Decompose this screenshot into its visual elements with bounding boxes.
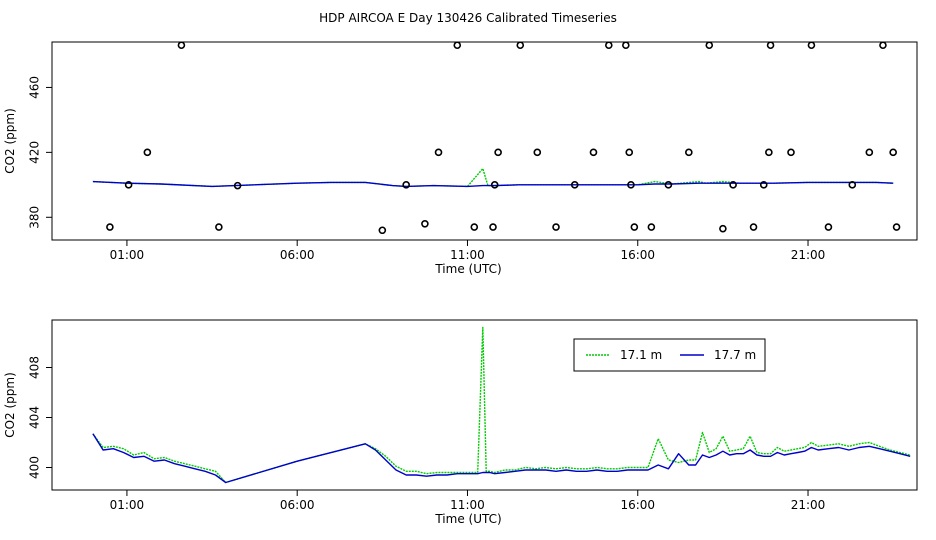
data-point [233,181,242,190]
data-point [879,42,887,50]
data-point [378,226,387,235]
plot-frame [51,319,918,491]
x-tick-label: 01:00 [110,248,145,262]
data-point [625,148,634,157]
data-point [749,223,758,231]
data-point [892,223,901,231]
data-point [177,42,186,50]
data-point [552,223,560,231]
data-point [647,223,656,231]
data-point [516,42,525,50]
data-point [627,181,635,189]
data-point [605,42,613,50]
y-tick-label: 380 [28,206,42,229]
data-point [729,181,737,189]
legend-label: 17.1 m [620,348,662,362]
x-axis-label: Time (UTC) [434,262,501,276]
data-point [719,224,727,233]
y-tick-label: 404 [28,406,42,429]
data-point [143,148,152,157]
data-point [124,181,133,189]
data-point [889,148,897,157]
data-point [685,148,693,157]
y-axis-label: CO2 (ppm) [3,108,17,174]
series-line [92,180,894,188]
x-tick-label: 21:00 [791,248,826,262]
x-axis-label: Time (UTC) [434,512,501,526]
data-point [494,148,502,157]
data-point [630,223,639,231]
data-point [765,148,773,157]
x-tick-label: 06:00 [280,498,315,512]
data-point [453,42,462,50]
data-point [421,219,429,228]
data-point [489,223,497,231]
data-point [490,181,499,189]
x-tick-label: 16:00 [620,498,655,512]
y-axis-label: CO2 (ppm) [3,372,17,438]
data-point [664,181,673,189]
lower-panel: 01:00 06:00 11:00 16:00 21:00 400 404 408 Time (… [3,319,918,526]
data-point [470,223,479,231]
legend-label: 17.7 m [714,348,756,362]
y-tick-label: 400 [28,456,42,479]
x-tick-label: 01:00 [110,498,145,512]
data-point [705,42,714,50]
x-tick-label: 21:00 [791,498,826,512]
data-point [865,148,874,157]
y-tick-label: 420 [28,141,42,164]
data-point [787,148,795,157]
page-title: HDP AIRCOA E Day 130426 Calibrated Times… [319,11,617,25]
data-point [434,148,443,157]
data-point [533,148,542,157]
data-point [824,223,833,231]
data-point [807,42,816,50]
upper-panel: 01:00 06:00 11:00 16:00 21:00 380 420 460 Time (… [3,41,918,276]
series-line [92,433,911,484]
x-tick-label: 06:00 [280,248,315,262]
legend: 17.1 m 17.7 m [573,338,766,372]
data-point [570,181,579,189]
data-point [759,181,768,189]
series-group [92,326,911,484]
data-point [106,223,114,231]
y-tick-label: 408 [28,356,42,379]
x-tick-label: 11:00 [450,248,485,262]
data-point [622,42,630,50]
x-tick-label: 11:00 [450,498,485,512]
data-point [215,223,223,231]
data-point [589,148,598,157]
data-point [766,42,775,50]
series-group [92,42,901,235]
plot-frame [51,41,918,241]
data-point [402,181,410,189]
x-tick-label: 16:00 [620,248,655,262]
data-point [848,181,857,189]
series-line [92,326,911,484]
y-tick-label: 460 [28,76,42,99]
